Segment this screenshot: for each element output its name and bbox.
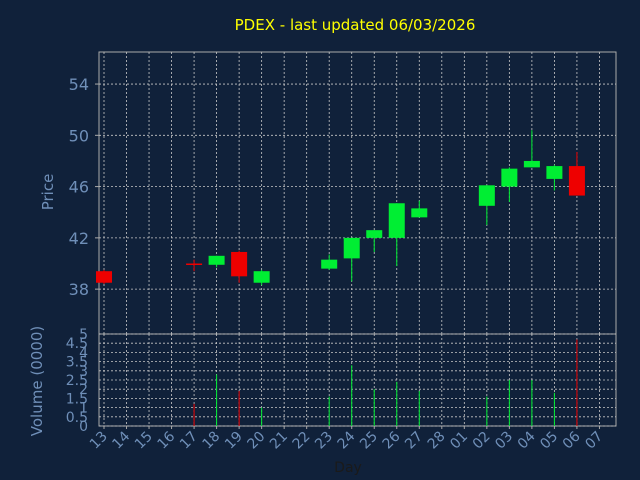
x-tick-label: 24 <box>335 428 359 452</box>
x-tick-label: 20 <box>245 429 269 453</box>
candle-body <box>321 259 338 269</box>
volume-tick-label: 0.5 <box>66 410 88 426</box>
x-tick-label: 06 <box>560 428 584 452</box>
volume-tick-label: 1.5 <box>66 391 88 407</box>
x-tick-label: 16 <box>154 428 178 452</box>
x-tick-label: 26 <box>380 428 404 452</box>
price-tick-label: 54 <box>69 75 89 94</box>
volume-tick-label: 3 <box>79 364 88 380</box>
x-tick-label: 25 <box>357 429 381 453</box>
x-tick-label: 14 <box>109 428 133 452</box>
volume-panel: 00.511.522.533.544.55 Volume (0000) <box>28 326 617 436</box>
candle-body <box>208 255 225 265</box>
volume-grid <box>99 333 616 427</box>
x-tick-label: 13 <box>87 429 111 453</box>
price-tick-label: 50 <box>69 126 89 145</box>
x-tick-label: 07 <box>582 429 606 453</box>
x-axis-label: Day <box>334 460 362 476</box>
x-tick-label: 27 <box>402 429 426 453</box>
candle-body <box>411 208 428 218</box>
volume-tick-label: 0 <box>79 419 88 435</box>
x-tick-label: 21 <box>267 429 291 453</box>
price-plot-frame <box>98 51 617 335</box>
candle-body <box>231 251 248 277</box>
volume-tick-label: 2.5 <box>66 373 88 389</box>
candle-body <box>523 160 540 168</box>
x-tick-label: 05 <box>537 429 561 453</box>
volume-tick-label: 2 <box>79 382 88 398</box>
candle-body <box>388 203 405 238</box>
candle-body <box>568 166 585 196</box>
candle-body <box>343 237 360 259</box>
volume-axis-ticks: 00.511.522.533.544.55 <box>66 327 88 435</box>
chart-title: PDEX - last updated 06/03/2026 <box>235 16 476 34</box>
volume-tick-label: 4 <box>79 345 88 361</box>
x-axis-ticks: 1314151617181920212223242526272801020304… <box>87 426 606 452</box>
volume-axis-label: Volume (0000) <box>28 326 46 436</box>
x-tick-label: 19 <box>222 429 246 453</box>
x-tick-label: 15 <box>132 429 156 453</box>
candle-body <box>478 185 495 206</box>
x-tick-label: 18 <box>200 429 224 453</box>
candle-body <box>546 166 563 179</box>
candle-body <box>253 271 270 283</box>
price-tick-label: 46 <box>69 178 89 197</box>
x-tick-label: 23 <box>312 429 336 453</box>
price-tick-label: 42 <box>69 229 89 248</box>
candle-body <box>366 230 383 238</box>
x-tick-label: 02 <box>470 429 494 453</box>
candle-body <box>501 168 518 187</box>
candles <box>96 130 585 286</box>
x-tick-label: 28 <box>425 429 449 453</box>
price-axis-ticks: 38 42 46 50 54 <box>69 75 99 299</box>
volume-tick-label: 5 <box>79 327 88 343</box>
price-axis-label: Price <box>39 174 57 211</box>
x-tick-label: 03 <box>492 429 516 453</box>
candle-body <box>96 271 112 283</box>
candle-body <box>186 263 203 265</box>
volume-tick-label: 3.5 <box>66 355 88 371</box>
price-grid <box>99 52 616 334</box>
x-tick-label: 04 <box>515 428 539 452</box>
x-tick-label: 01 <box>447 429 471 453</box>
price-tick-label: 38 <box>69 280 89 299</box>
volume-bars <box>193 339 578 426</box>
x-tick-label: 22 <box>290 429 314 453</box>
price-panel: 38 42 46 50 54 Price <box>39 51 617 335</box>
volume-tick-label: 4.5 <box>66 336 88 352</box>
x-tick-label: 17 <box>177 429 201 453</box>
volume-tick-label: 1 <box>79 401 88 417</box>
